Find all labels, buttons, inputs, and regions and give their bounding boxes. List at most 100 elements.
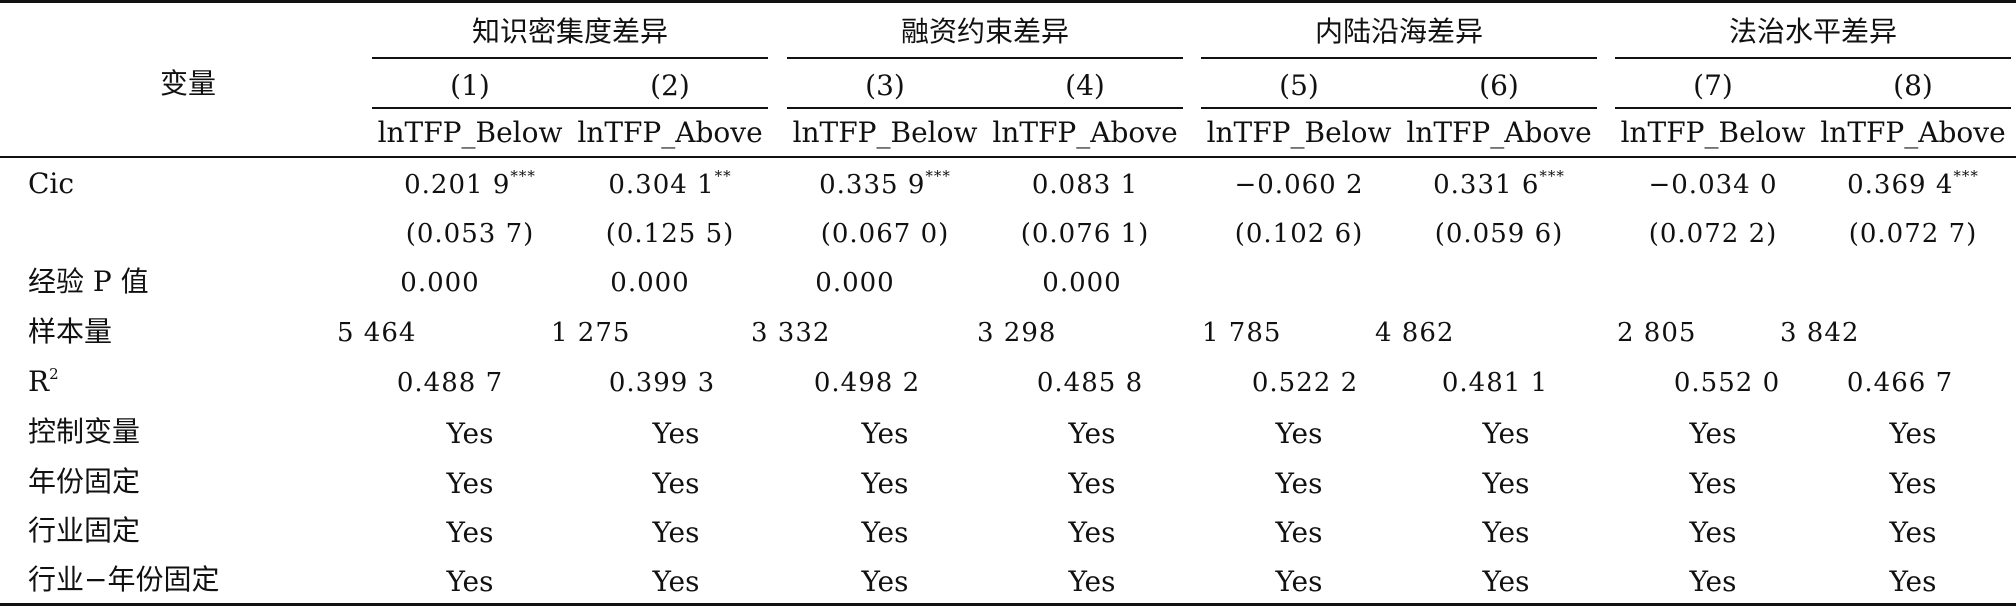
cic-se-3: (0.067 0) bbox=[820, 219, 950, 249]
top-rule bbox=[0, 0, 2016, 3]
controls-8: Yes bbox=[1889, 417, 1937, 450]
group-header-4: 法治水平差异 bbox=[1728, 15, 1898, 48]
cic-coef-6: 0.331 6*** bbox=[1433, 167, 1565, 200]
controls-4: Yes bbox=[1068, 417, 1116, 450]
column-label-4: lnTFP_Above bbox=[992, 116, 1178, 149]
column-number-2: (2) bbox=[650, 69, 690, 102]
sample-1: 5 464 bbox=[337, 318, 417, 348]
industry-fe-5: Yes bbox=[1275, 516, 1323, 549]
group-rule-2 bbox=[787, 57, 1183, 59]
sample-6: 4 862 bbox=[1375, 318, 1455, 348]
group-header-3: 内陆沿海差异 bbox=[1314, 15, 1484, 48]
year-fe-1: Yes bbox=[446, 467, 494, 500]
r2-8: 0.466 7 bbox=[1846, 368, 1954, 398]
row-label-r2: R2 bbox=[28, 365, 59, 396]
group-header-1: 知识密集度差异 bbox=[471, 15, 669, 48]
row-label-controls: 控制变量 bbox=[28, 415, 141, 448]
industry-year-fe-5: Yes bbox=[1275, 565, 1323, 598]
r2-3: 0.498 2 bbox=[813, 368, 921, 398]
sample-4: 3 298 bbox=[977, 318, 1057, 348]
row-label-industry-year-fe: 行业−年份固定 bbox=[28, 563, 220, 596]
industry-year-fe-1: Yes bbox=[446, 565, 494, 598]
cic-se-2: (0.125 5) bbox=[605, 219, 735, 249]
group-rule-4 bbox=[1615, 57, 2011, 59]
year-fe-7: Yes bbox=[1689, 467, 1737, 500]
sample-2: 1 275 bbox=[551, 318, 631, 348]
year-fe-4: Yes bbox=[1068, 467, 1116, 500]
row-label-sample: 样本量 bbox=[28, 315, 113, 348]
industry-fe-8: Yes bbox=[1889, 516, 1937, 549]
column-number-6: (6) bbox=[1479, 69, 1519, 102]
sample-3: 3 332 bbox=[751, 318, 831, 348]
cic-se-4: (0.076 1) bbox=[1020, 219, 1150, 249]
r2-4: 0.485 8 bbox=[1036, 368, 1144, 398]
variable-header: 变量 bbox=[159, 67, 217, 100]
row-label-cic: Cic bbox=[28, 167, 75, 200]
controls-2: Yes bbox=[652, 417, 700, 450]
industry-year-fe-2: Yes bbox=[652, 565, 700, 598]
cic-se-8: (0.072 7) bbox=[1848, 219, 1978, 249]
controls-5: Yes bbox=[1275, 417, 1323, 450]
industry-year-fe-8: Yes bbox=[1889, 565, 1937, 598]
industry-fe-3: Yes bbox=[861, 516, 909, 549]
year-fe-3: Yes bbox=[861, 467, 909, 500]
r2-2: 0.399 3 bbox=[608, 368, 716, 398]
p-value-3: 0.000 bbox=[815, 268, 895, 298]
r2-7: 0.552 0 bbox=[1673, 368, 1781, 398]
cic-se-7: (0.072 2) bbox=[1648, 219, 1778, 249]
cic-se-6: (0.059 6) bbox=[1434, 219, 1564, 249]
sample-8: 3 842 bbox=[1780, 318, 1860, 348]
industry-year-fe-6: Yes bbox=[1482, 565, 1530, 598]
group-rule-1 bbox=[372, 57, 768, 59]
industry-fe-4: Yes bbox=[1068, 516, 1116, 549]
r2-1: 0.488 7 bbox=[396, 368, 504, 398]
cic-coef-4: 0.083 1 bbox=[1031, 170, 1139, 200]
group-rule-3 bbox=[1201, 57, 1597, 59]
number-rule-3 bbox=[1201, 107, 1597, 109]
year-fe-6: Yes bbox=[1482, 467, 1530, 500]
column-label-1: lnTFP_Below bbox=[377, 116, 563, 149]
p-value-1: 0.000 bbox=[400, 268, 480, 298]
cic-se-5: (0.102 6) bbox=[1234, 219, 1364, 249]
industry-year-fe-7: Yes bbox=[1689, 565, 1737, 598]
industry-fe-6: Yes bbox=[1482, 516, 1530, 549]
header-bottom-rule bbox=[0, 156, 2016, 158]
column-number-3: (3) bbox=[865, 69, 905, 102]
industry-year-fe-3: Yes bbox=[861, 565, 909, 598]
cic-coef-5: −0.060 2 bbox=[1234, 170, 1364, 200]
column-label-3: lnTFP_Below bbox=[792, 116, 978, 149]
number-rule-2 bbox=[787, 107, 1183, 109]
cic-coef-2: 0.304 1** bbox=[608, 167, 732, 200]
industry-fe-1: Yes bbox=[446, 516, 494, 549]
number-rule-4 bbox=[1615, 107, 2011, 109]
controls-3: Yes bbox=[861, 417, 909, 450]
p-value-2: 0.000 bbox=[610, 268, 690, 298]
year-fe-8: Yes bbox=[1889, 467, 1937, 500]
industry-year-fe-4: Yes bbox=[1068, 565, 1116, 598]
p-value-4: 0.000 bbox=[1042, 268, 1122, 298]
year-fe-2: Yes bbox=[652, 467, 700, 500]
bottom-rule bbox=[0, 603, 2016, 606]
controls-1: Yes bbox=[446, 417, 494, 450]
sample-7: 2 805 bbox=[1617, 318, 1697, 348]
group-header-2: 融资约束差异 bbox=[900, 15, 1070, 48]
row-label-year-fe: 年份固定 bbox=[28, 465, 141, 498]
number-rule-1 bbox=[372, 107, 768, 109]
column-label-6: lnTFP_Above bbox=[1406, 116, 1592, 149]
column-number-8: (8) bbox=[1893, 69, 1933, 102]
column-number-5: (5) bbox=[1279, 69, 1319, 102]
cic-coef-1: 0.201 9*** bbox=[404, 167, 536, 200]
year-fe-5: Yes bbox=[1275, 467, 1323, 500]
controls-7: Yes bbox=[1689, 417, 1737, 450]
r2-label-superscript: 2 bbox=[49, 365, 59, 383]
column-label-5: lnTFP_Below bbox=[1206, 116, 1392, 149]
column-number-1: (1) bbox=[450, 69, 490, 102]
column-label-7: lnTFP_Below bbox=[1620, 116, 1806, 149]
cic-se-1: (0.053 7) bbox=[405, 219, 535, 249]
cic-coef-3: 0.335 9*** bbox=[819, 167, 951, 200]
r2-5: 0.522 2 bbox=[1251, 368, 1359, 398]
column-label-2: lnTFP_Above bbox=[577, 116, 763, 149]
row-label-p-value: 经验 P 值 bbox=[28, 265, 149, 298]
industry-fe-2: Yes bbox=[652, 516, 700, 549]
sample-5: 1 785 bbox=[1202, 318, 1282, 348]
